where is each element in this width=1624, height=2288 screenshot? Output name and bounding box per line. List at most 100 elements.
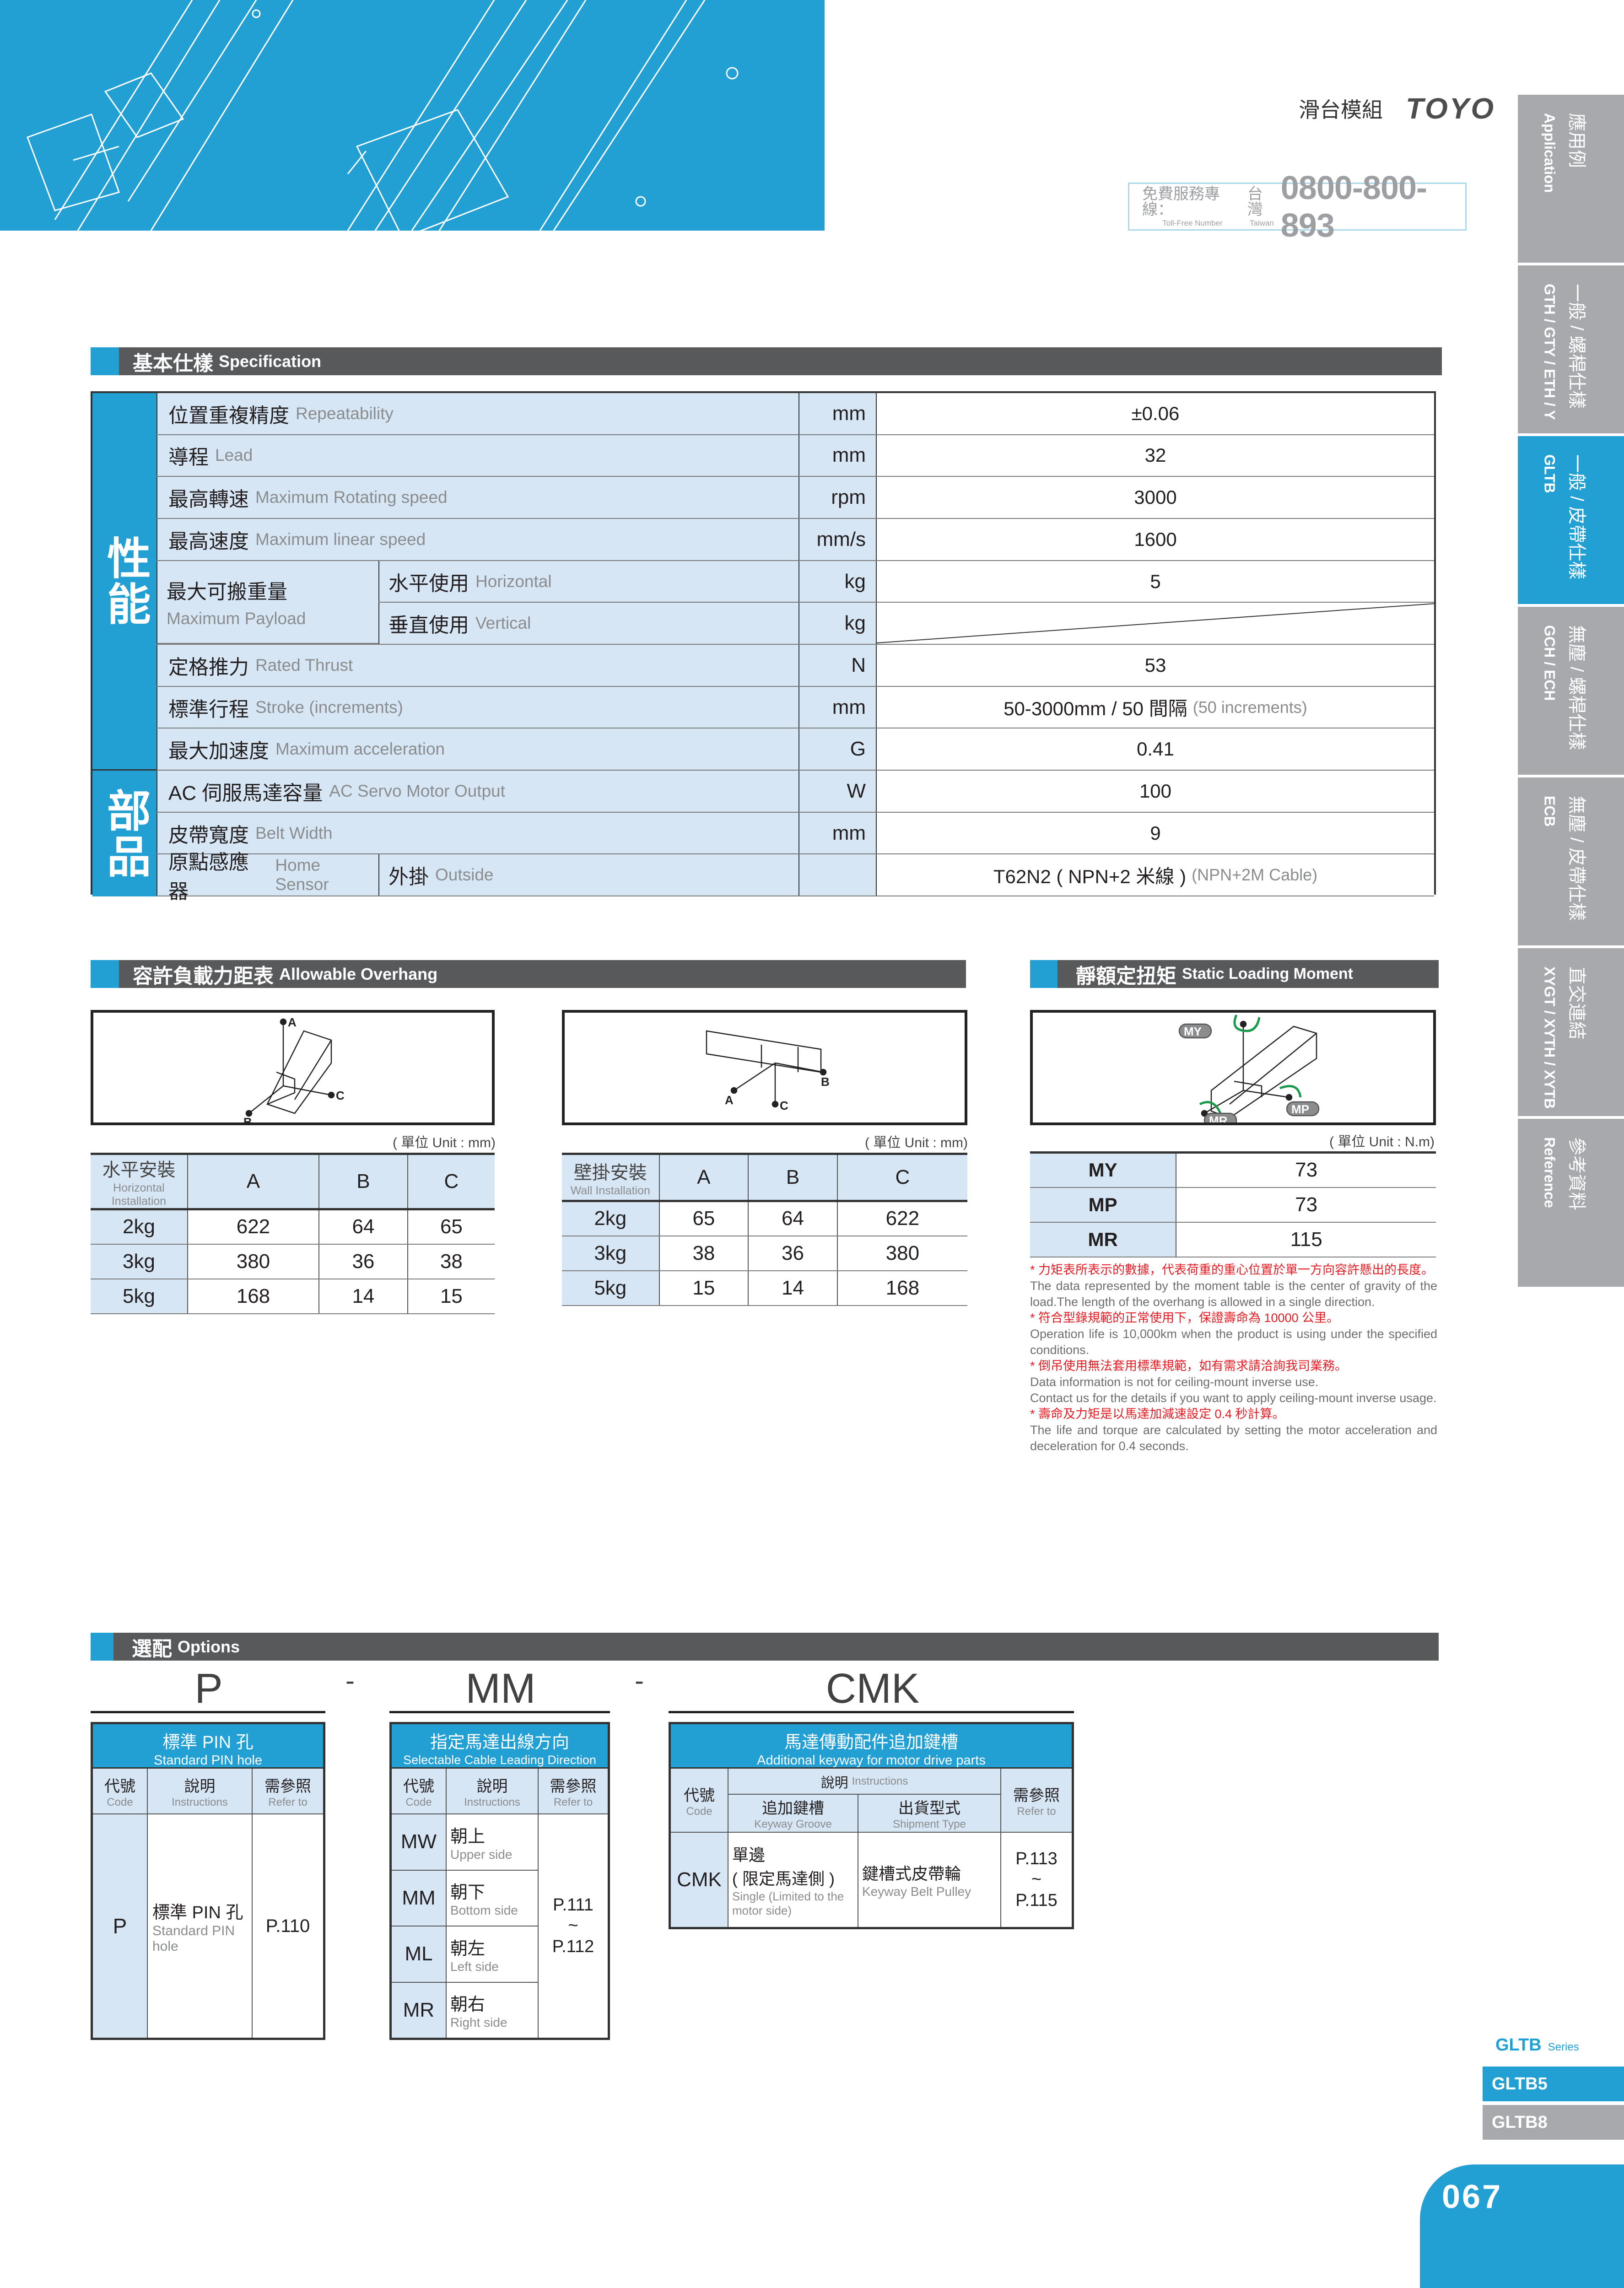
diagram-label-c: C [780, 1099, 788, 1112]
spec-value: 3000 [876, 477, 1434, 518]
options-section-header: 選配 Options [91, 1633, 1439, 1661]
spec-label-cn: AC 伺服馬達容量 [168, 782, 323, 804]
overhang-value: 380 [836, 1236, 967, 1271]
spec-value: 100 [876, 771, 1434, 812]
keyway-single-en: Single (Limited to the motor side) [732, 1889, 844, 1917]
series-item-gltb8[interactable]: GLTB8 [1483, 2105, 1624, 2140]
col-code: 代號 [104, 1777, 135, 1795]
overhang-value: 15 [407, 1279, 495, 1314]
ref-from: P.113 [1015, 1849, 1057, 1868]
moment-value: 73 [1176, 1187, 1436, 1223]
side-tab-4[interactable]: 無塵 / 皮帶仕樣 ECB [1518, 777, 1624, 945]
keyway-code: CMK [671, 1832, 728, 1927]
spec-value-text: 3000 [1134, 486, 1177, 508]
column-header: A [658, 1154, 749, 1202]
spec-label-cn: 皮帶寬度 [168, 824, 249, 847]
moment-diagram: MY MP MR [1030, 1010, 1436, 1128]
cable-direction: 朝上 Upper side [446, 1813, 538, 1870]
spec-row: 位置重複精度 Repeatability mm ±0.06 [92, 393, 1434, 435]
load-label: 5kg [562, 1270, 659, 1306]
note-line: The life and torque are calculated by se… [1030, 1423, 1437, 1453]
spec-label: 原點感應器 Home Sensor [156, 851, 378, 903]
spec-row: 導程 Lead mm 32 [92, 435, 1434, 477]
spec-label-en: Home Sensor [275, 856, 329, 894]
side-tab-5[interactable]: 直交連結 XYGT / XYTH / XYTB [1518, 948, 1624, 1116]
catalog-header: 滑台模組 TOYO [1299, 92, 1495, 125]
keyway-option-table: 馬達傳動配件追加鍵槽 Additional keyway for motor dr… [669, 1722, 1074, 1929]
cable-direction: 朝左 Left side [446, 1926, 538, 1982]
spec-value-text: 1600 [1134, 528, 1177, 550]
spec-unit: W [799, 771, 876, 812]
note-line: The data represented by the moment table… [1030, 1279, 1437, 1309]
overhang-unit-note: ( 單位 Unit : mm) [865, 1135, 968, 1150]
series-suffix: Series [1548, 2041, 1579, 2053]
col-instructions-en: Instructions [852, 1775, 908, 1787]
col-instructions: 說明 [184, 1777, 216, 1795]
region-label: 台灣 [1247, 185, 1263, 218]
spec-label-en: Lead [215, 446, 253, 465]
spec-label-en: Maximum linear speed [255, 529, 426, 549]
col-code: 代號 [684, 1786, 715, 1804]
side-tab-0[interactable]: 應用例 Application [1518, 95, 1624, 263]
spec-label: 導程 Lead [156, 435, 799, 476]
spec-value: 9 [876, 812, 1434, 854]
side-tab-label: 應用例 [1566, 113, 1587, 168]
spec-value-text: 53 [1144, 654, 1166, 676]
spec-value-text: 100 [1139, 780, 1172, 802]
section-title-en: Static Loading Moment [1182, 965, 1353, 982]
cable-direction-en: Left side [450, 1959, 499, 1974]
series-item-gltb5[interactable]: GLTB5 [1483, 2067, 1624, 2101]
side-tab-6[interactable]: 參考資料 Reference [1518, 1119, 1624, 1287]
table-row: 3kg 380 36 38 [91, 1244, 495, 1279]
spec-value: ±0.06 [876, 393, 1434, 434]
overhang-value: 36 [318, 1244, 408, 1279]
option-code-cmk: CMK [825, 1665, 920, 1712]
spec-value: 32 [876, 435, 1434, 476]
overhang-unit-note: ( 單位 Unit : mm) [393, 1135, 496, 1150]
column-header: C [836, 1154, 967, 1202]
side-tab-3[interactable]: 無塵 / 螺桿仕樣 GCH / ECH [1518, 607, 1624, 775]
side-tab-1[interactable]: 一般 / 螺桿仕樣 GTH / GTY / ETH / Y [1518, 265, 1624, 433]
table-row: 2kg 65 64 622 [562, 1201, 967, 1236]
table-row: 5kg 15 14 168 [562, 1270, 967, 1306]
install-type-en: Horizontal Installation [111, 1182, 167, 1208]
section-title: 基本仕樣 [133, 352, 213, 375]
spec-label: 皮帶寬度 Belt Width [156, 812, 799, 854]
table-row: MY 73 [1030, 1152, 1436, 1188]
spec-unit: mm [799, 393, 876, 434]
side-tab-content: 無塵 / 螺桿仕樣 GCH / ECH [1518, 625, 1624, 775]
load-label: 3kg [91, 1244, 188, 1279]
spec-row: 最大加速度 Maximum acceleration G 0.41 [92, 728, 1434, 771]
spec-unit [799, 854, 876, 896]
ref-tilde: ~ [568, 1916, 578, 1936]
cable-direction-cn: 朝上 [450, 1827, 486, 1846]
side-tab-2[interactable]: 一般 / 皮帶仕樣 GLTB [1518, 436, 1624, 604]
overhang-value: 64 [318, 1209, 408, 1245]
cable-direction-cn: 朝左 [450, 1939, 486, 1959]
table-title: 馬達傳動配件追加鍵槽 [784, 1733, 958, 1752]
keyway-limited: ( 限定馬達側 ) [732, 1869, 835, 1888]
side-tab-label-en: Reference [1541, 1137, 1558, 1208]
col-refer: 需參照 [550, 1777, 597, 1795]
spec-value-text: ±0.06 [1131, 402, 1180, 424]
spec-label-cn: 導程 [168, 446, 209, 469]
col-code-en: Code [107, 1796, 133, 1808]
phone-number[interactable]: 0800-800-893 [1280, 169, 1427, 244]
col-instructions: 說明 [476, 1777, 508, 1795]
spec-sublabel-cn: 外掛 [388, 866, 429, 889]
spec-unit: mm/s [799, 519, 876, 560]
spec-label: 最高轉速 Maximum Rotating speed [156, 477, 799, 518]
spec-row: 水平使用 Horizontal kg 5 [92, 561, 1434, 603]
note-line: Operation life is 10,000km when the prod… [1030, 1327, 1437, 1357]
spec-label-en: Repeatability [296, 404, 394, 423]
side-tab-content: 應用例 Application [1518, 113, 1624, 263]
ref-from: P.111 [553, 1895, 593, 1915]
load-label: 3kg [562, 1236, 659, 1271]
overhang-value: 380 [187, 1244, 319, 1279]
ref-to: P.115 [1015, 1890, 1057, 1910]
moment-axis: MP [1030, 1187, 1176, 1223]
col-instructions: 說明 [820, 1775, 848, 1791]
spec-label-cn: 原點感應器 [168, 851, 249, 903]
side-tab-content: 無塵 / 皮帶仕樣 ECB [1518, 796, 1624, 945]
spec-label: 定格推力 Rated Thrust [156, 645, 799, 686]
